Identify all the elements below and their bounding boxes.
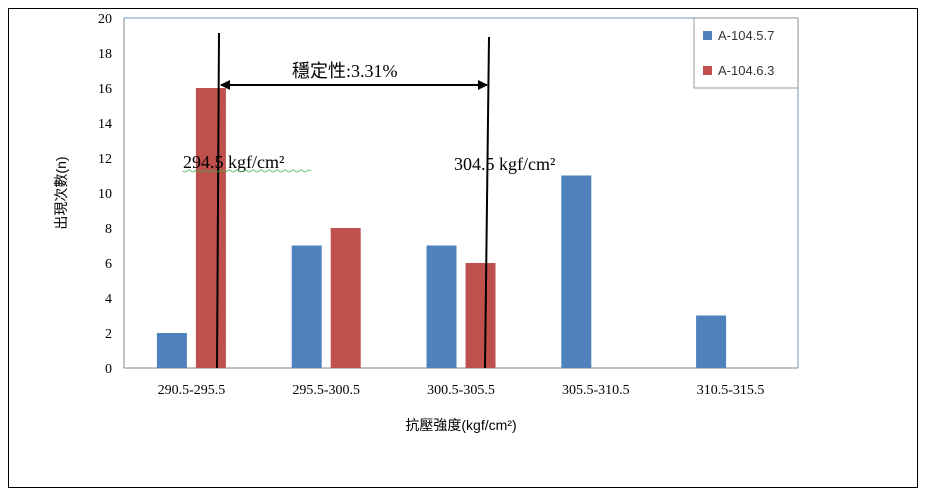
- bar-series-2-300.5-305.5: [465, 263, 496, 368]
- y-tick-label: 14: [98, 117, 112, 132]
- y-tick-label: 2: [105, 327, 112, 342]
- x-axis-title: 抗壓強度(kgf/cm²): [405, 417, 516, 433]
- y-tick-label: 18: [98, 47, 112, 62]
- bar-series-1-305.5-310.5: [561, 175, 592, 368]
- right-line-label: 304.5 kgf/cm²: [454, 154, 555, 174]
- y-tick-label: 8: [105, 222, 112, 237]
- bars: [156, 88, 727, 368]
- x-tick-label: 300.5-305.5: [427, 383, 495, 398]
- bar-series-1-300.5-305.5: [426, 245, 457, 368]
- y-tick-labels: 0 2 4 6 8 10 12 14 16 18 20: [98, 12, 112, 377]
- y-tick-label: 0: [105, 362, 112, 377]
- chart-frame: [8, 8, 918, 488]
- legend-label-a-104-6-3: A-104.6.3: [718, 63, 774, 78]
- bar-series-1-295.5-300.5: [291, 245, 322, 368]
- legend-swatch-a-104-6-3: [703, 66, 712, 75]
- legend-swatch-a-104-5-7: [703, 31, 712, 40]
- y-tick-label: 6: [105, 257, 112, 272]
- legend-box: [693, 17, 799, 89]
- y-tick-label: 16: [98, 82, 112, 97]
- x-tick-label: 310.5-315.5: [697, 383, 765, 398]
- bar-series-1-290.5-295.5: [156, 333, 187, 368]
- spellcheck-underline: [182, 169, 312, 173]
- bar-series-2-295.5-300.5: [330, 228, 361, 368]
- y-tick-label: 12: [98, 152, 112, 167]
- stability-label: 穩定性:3.31%: [292, 61, 398, 81]
- legend-label-a-104-5-7: A-104.5.7: [718, 28, 774, 43]
- y-axis-title: 出現次數(n): [53, 156, 69, 229]
- y-tick-label: 4: [105, 292, 112, 307]
- y-tick-label: 20: [98, 12, 112, 27]
- marker-line-304-5: [484, 36, 490, 369]
- x-tick-labels: 290.5-295.5 295.5-300.5 300.5-305.5 305.5-3…: [158, 383, 765, 398]
- x-tick-label: 295.5-300.5: [292, 383, 360, 398]
- y-tick-label: 10: [98, 187, 112, 202]
- x-tick-label: 305.5-310.5: [562, 383, 630, 398]
- legend: A-104.5.7 A-104.6.3: [693, 17, 799, 89]
- bar-series-1-310.5-315.5: [696, 315, 727, 368]
- x-tick-label: 290.5-295.5: [158, 383, 226, 398]
- bar-series-2-290.5-295.5: [195, 88, 226, 368]
- marker-line-294-5: [216, 32, 220, 369]
- left-line-label: 294.5 kgf/cm²: [183, 152, 284, 172]
